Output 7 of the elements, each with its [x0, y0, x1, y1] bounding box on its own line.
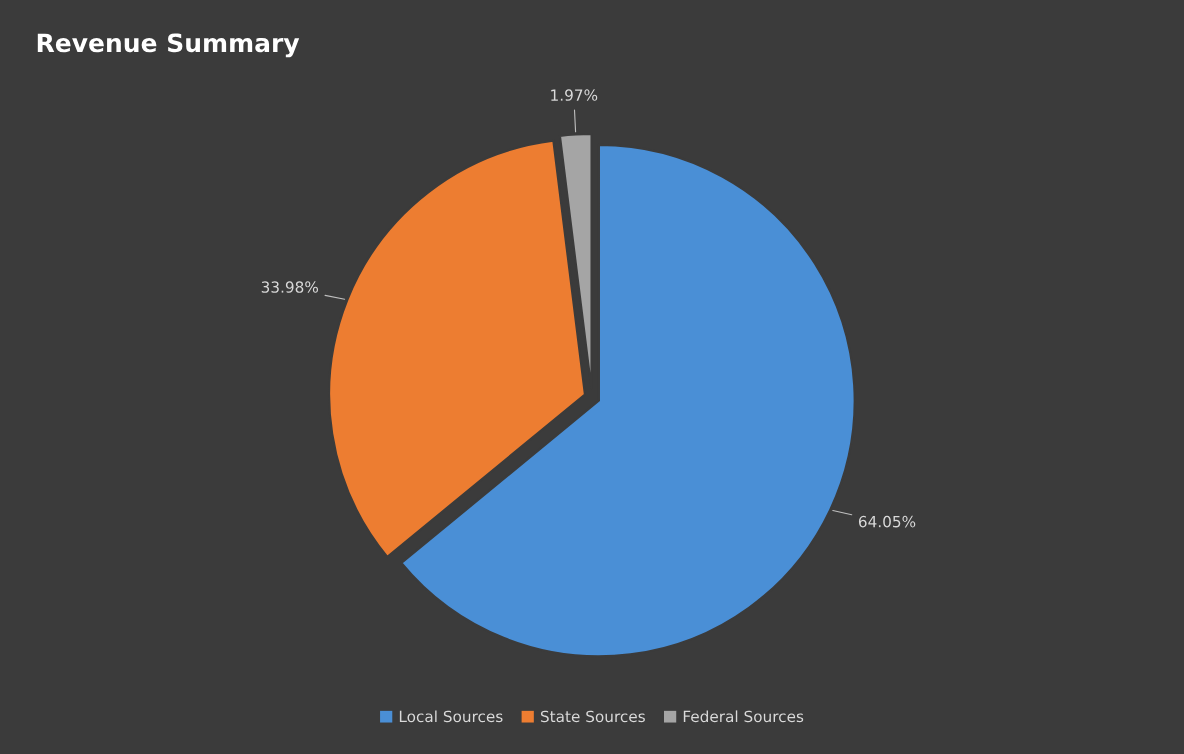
legend-label: Local Sources	[399, 710, 503, 723]
legend-label: State Sources	[540, 710, 645, 723]
legend-label: Federal Sources	[683, 710, 804, 723]
data-label: 1.97%	[551, 89, 598, 101]
data-label: 33.98%	[261, 281, 319, 293]
data-label: 64.05%	[858, 515, 916, 528]
chart-title: Revenue Summary	[37, 33, 300, 58]
